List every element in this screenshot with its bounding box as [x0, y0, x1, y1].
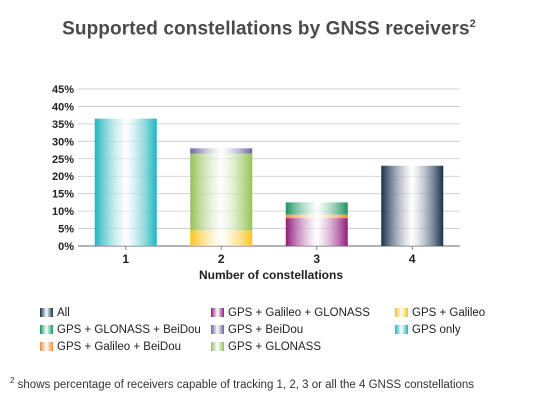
footnote-marker: 2: [10, 376, 15, 385]
legend-swatch: [40, 308, 53, 317]
y-tick-label: 25%: [52, 154, 74, 166]
bar-chart: 0% 5% 10% 15% 20% 25% 30% 35% 40% 45% 1 2 3 4 Number…: [52, 84, 460, 282]
y-axis-ticks: 0% 5% 10% 15% 20% 25% 30% 35% 40% 45%: [52, 84, 74, 253]
bar-2-gps-glonass: [190, 153, 253, 231]
bar-2-gps-galileo: [190, 230, 253, 246]
x-tick-label: 3: [313, 252, 320, 266]
y-tick-label: 10%: [52, 206, 74, 218]
footnote: 2 shows percentage of receivers capable …: [10, 376, 474, 391]
legend-item-gps-glonass-beidou: GPS + GLONASS + BeiDou: [40, 324, 201, 336]
y-tick-label: 40%: [52, 101, 74, 113]
legend-label: GPS + Galileo: [412, 307, 486, 319]
legend-item-gps-galileo-beidou: GPS + Galileo + BeiDou: [40, 341, 181, 353]
legend-swatch: [211, 342, 224, 351]
x-tick-label: 2: [218, 252, 225, 266]
legend-item-gps-only: GPS only: [395, 324, 461, 336]
y-tick-label: 5%: [58, 224, 74, 236]
x-axis-ticks: 1 2 3 4: [122, 246, 416, 266]
legend-label: All: [57, 307, 70, 319]
legend-label: GPS + GLONASS: [228, 341, 321, 353]
x-tick-label: 1: [122, 252, 129, 266]
legend-item-gps-beidou: GPS + BeiDou: [211, 324, 303, 336]
legend-label: GPS + Galileo + GLONASS: [228, 307, 370, 319]
legend-label: GPS + GLONASS + BeiDou: [57, 324, 201, 336]
legend-swatch: [211, 308, 224, 317]
legend-item-gps-glonass: GPS + GLONASS: [211, 341, 321, 353]
legend-swatch: [40, 342, 53, 351]
legend-swatch: [395, 308, 408, 317]
bar-2-gps-beidou: [190, 148, 253, 154]
bars: [94, 118, 444, 246]
chart-title: Supported constellations by GNSS receive…: [0, 18, 538, 40]
y-tick-label: 0%: [58, 241, 74, 253]
y-tick-label: 30%: [52, 136, 74, 148]
legend-label: GPS + BeiDou: [228, 324, 304, 336]
bar-4-all: [381, 165, 444, 246]
x-axis-label: Number of constellations: [199, 268, 343, 282]
chart-title-text: Supported constellations by GNSS receive…: [62, 18, 470, 40]
legend-swatch: [211, 325, 224, 334]
x-tick-label: 4: [409, 252, 416, 266]
y-tick-label: 35%: [52, 119, 74, 131]
legend-item-gps-galileo: GPS + Galileo: [395, 307, 485, 319]
legend-label: GPS + Galileo + BeiDou: [57, 341, 182, 353]
y-tick-label: 15%: [52, 189, 74, 201]
footnote-text: shows percentage of receivers capable of…: [14, 378, 475, 391]
bar-1-gps-only: [94, 118, 157, 246]
legend-item-all: All: [40, 307, 70, 319]
legend-swatch: [395, 325, 408, 334]
bar-3-gps-galileo-glonass: [285, 218, 348, 246]
legend-item-gps-galileo-glonass: GPS + Galileo + GLONASS: [211, 307, 370, 319]
legend-label: GPS only: [412, 324, 461, 336]
bar-3-gps-galileo-beidou: [285, 214, 348, 219]
bar-3-gps-glonass-beidou: [285, 202, 348, 215]
y-tick-label: 20%: [52, 171, 74, 183]
title-footnote-marker: 2: [469, 18, 476, 30]
legend-swatch: [40, 325, 53, 334]
y-tick-label: 45%: [52, 84, 74, 96]
